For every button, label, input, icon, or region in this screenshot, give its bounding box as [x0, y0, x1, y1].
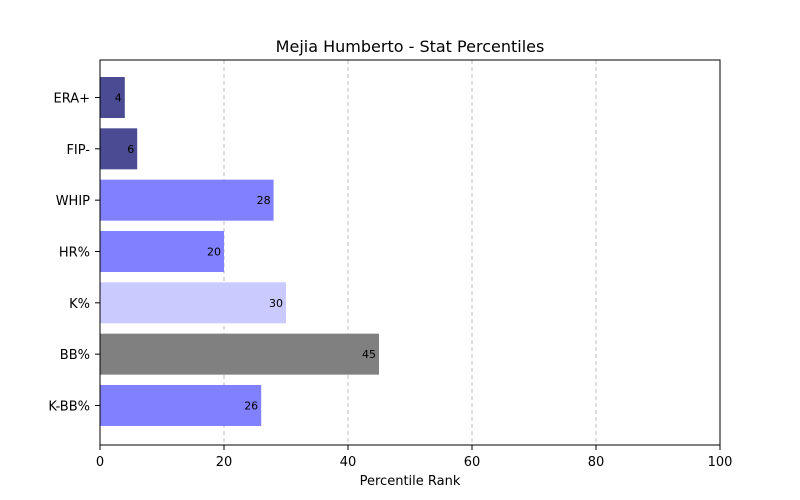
bar-fip- [100, 128, 138, 170]
x-tick-label: 0 [96, 455, 104, 470]
chart-title: Mejia Humberto - Stat Percentiles [276, 37, 545, 56]
grid-layer [223, 60, 597, 445]
bar-layer [100, 77, 379, 426]
bar-k-bb- [100, 384, 262, 426]
bar-era- [100, 77, 125, 118]
bar-value-label: 6 [127, 143, 134, 156]
y-tick-label: BB% [60, 348, 90, 363]
y-tick-label: K% [69, 297, 90, 312]
bar-value-label: 30 [269, 297, 283, 310]
x-axis-label: Percentile Rank [360, 474, 461, 489]
x-tick-label: 100 [708, 455, 733, 470]
y-tick-label: FIP- [66, 143, 90, 158]
y-axis: ERA+ FIP- WHIP HR% K% BB% K-BB% [48, 92, 100, 414]
plot-frame [99, 59, 721, 446]
bar-whip [100, 179, 274, 221]
bar-value-label: 20 [207, 245, 221, 258]
bar-k- [100, 282, 286, 324]
y-tick-label: ERA+ [53, 92, 90, 107]
y-tick-label: K-BB% [48, 399, 90, 414]
bar-bb- [100, 333, 379, 375]
bar-value-label: 28 [257, 194, 271, 207]
bar-label-layer: 4 6 28 20 30 45 26 [115, 92, 376, 413]
bar-value-label: 45 [362, 348, 376, 361]
x-tick-label: 40 [340, 455, 357, 470]
bar-hr- [100, 230, 224, 272]
x-tick-label: 20 [216, 455, 233, 470]
bar-value-label: 26 [244, 399, 258, 412]
x-tick-label: 80 [588, 455, 605, 470]
x-tick-label: 60 [464, 455, 481, 470]
x-axis: 0 20 40 60 80 100 [96, 445, 733, 470]
y-tick-label: HR% [59, 245, 90, 260]
bar-value-label: 4 [115, 92, 122, 105]
y-tick-label: WHIP [56, 194, 90, 209]
